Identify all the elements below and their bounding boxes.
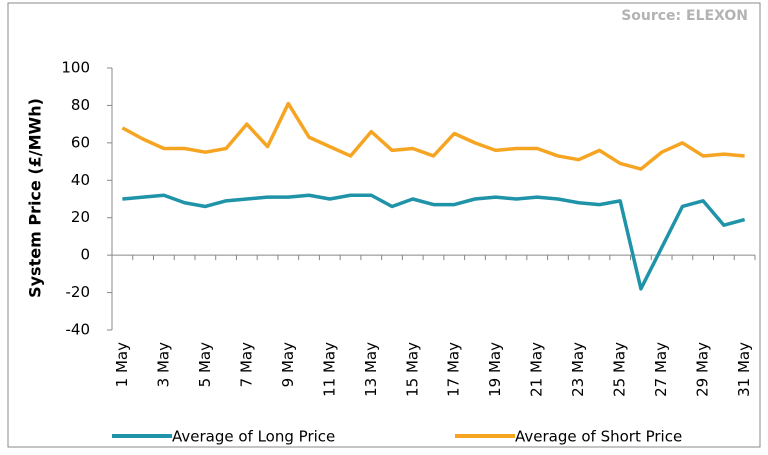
y-tick-label: -40 xyxy=(66,321,91,339)
y-tick-label: 40 xyxy=(71,171,90,189)
x-tick-label: 15 May xyxy=(403,342,421,397)
x-tick-label: 19 May xyxy=(486,342,504,397)
chart-border xyxy=(7,2,761,448)
x-tick-label: 1 May xyxy=(113,342,131,387)
y-axis-title: System Price (£/MWh) xyxy=(26,98,45,298)
y-tick-label: 100 xyxy=(61,59,90,77)
x-tick-label: 9 May xyxy=(279,342,297,387)
x-tick-label: 29 May xyxy=(694,342,712,397)
x-tick-label: 7 May xyxy=(237,342,255,387)
y-tick-label: 20 xyxy=(71,208,90,226)
line-series xyxy=(122,193,746,291)
y-tick-label: -20 xyxy=(66,283,91,301)
legend-label: Average of Long Price xyxy=(172,428,335,446)
source-note: Source: ELEXON xyxy=(621,8,748,24)
x-tick-label: 17 May xyxy=(445,342,463,397)
x-tick-label: 27 May xyxy=(652,342,670,397)
x-tick-label: 31 May xyxy=(735,342,753,397)
x-tick-label: 25 May xyxy=(611,342,629,397)
y-tick-label: 80 xyxy=(71,96,90,114)
x-tick-label: 23 May xyxy=(569,342,587,397)
x-tick-label: 3 May xyxy=(154,342,172,387)
x-tick-label: 13 May xyxy=(362,342,380,397)
x-tick-label: 5 May xyxy=(196,342,214,387)
y-tick-label: 0 xyxy=(80,246,90,264)
x-tick-label: 21 May xyxy=(528,342,546,397)
line-series xyxy=(121,101,745,171)
x-tick-label: 11 May xyxy=(320,342,338,397)
legend-label: Average of Short Price xyxy=(515,428,682,446)
y-tick-label: 60 xyxy=(71,133,90,151)
